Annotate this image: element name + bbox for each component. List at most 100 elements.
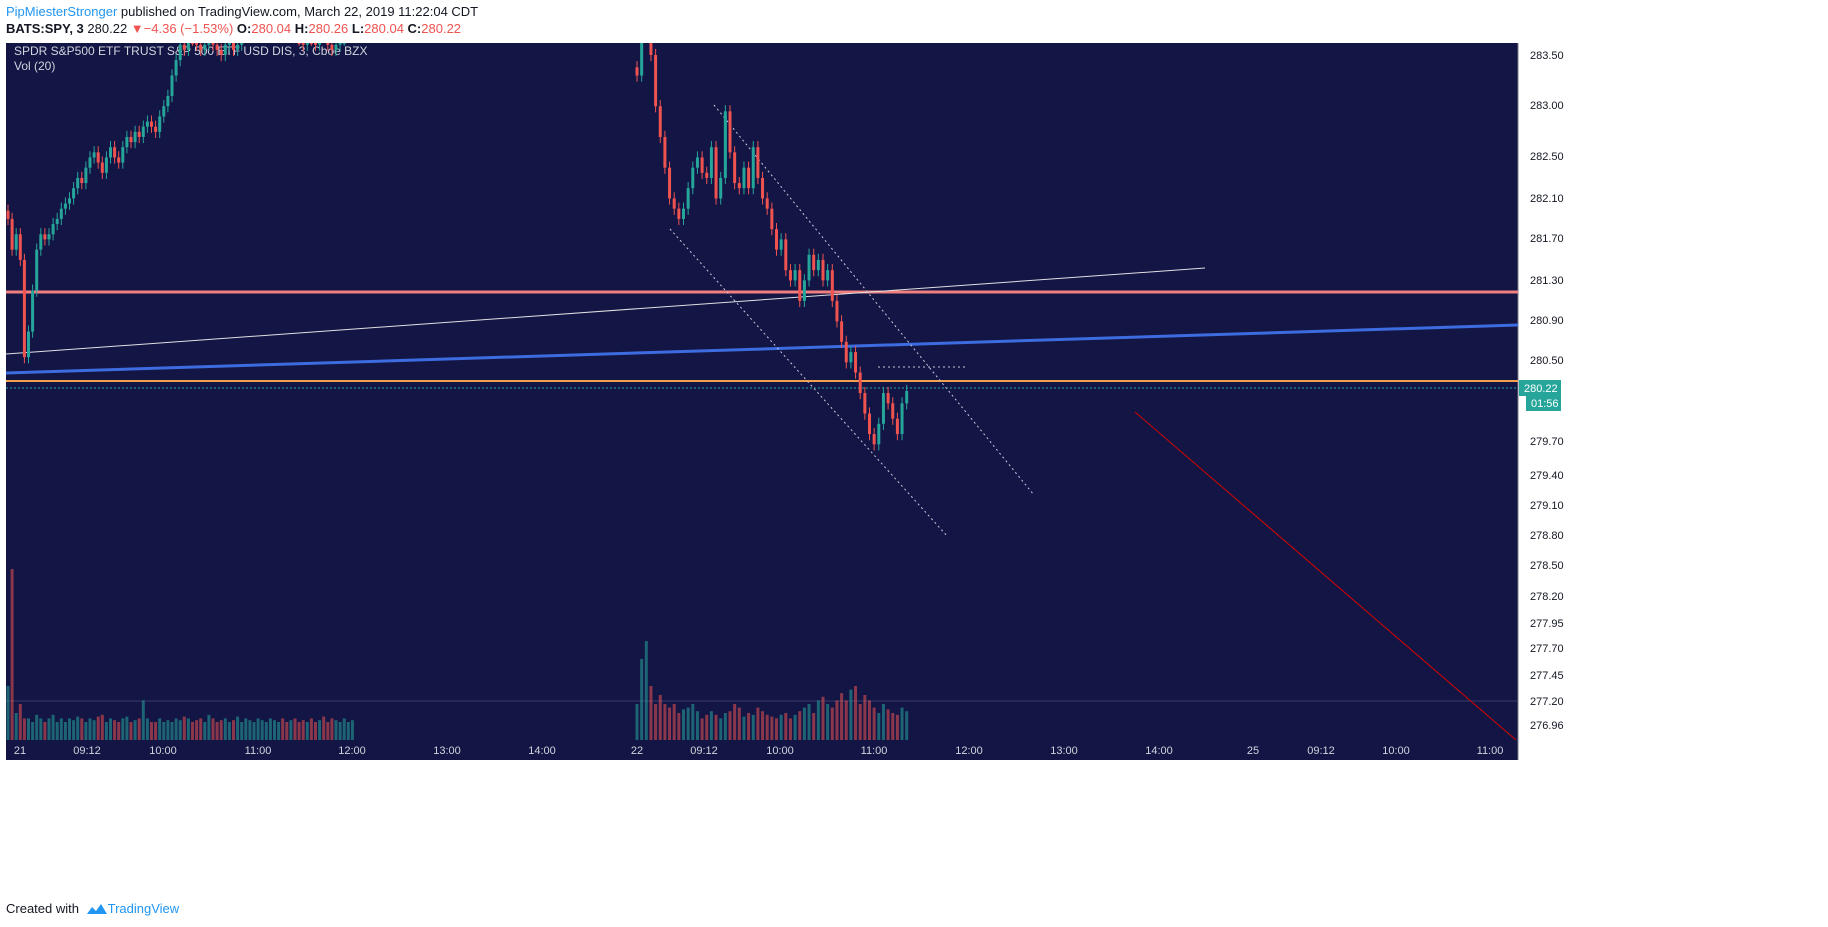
candle-body [47, 234, 51, 240]
candle-body [72, 188, 76, 199]
volume-bar [268, 718, 272, 740]
volume-bar [835, 700, 839, 740]
candle-body [174, 60, 178, 76]
candle-body [14, 234, 18, 250]
y-tick-label: 283.50 [1530, 50, 1564, 62]
volume-bar [55, 722, 59, 740]
volume-bar [211, 718, 215, 740]
candle-body [723, 111, 727, 178]
candle-body [742, 167, 746, 189]
volume-bar [663, 704, 667, 740]
candle-body [10, 218, 14, 250]
volume-bar [248, 720, 252, 740]
x-tick-label: 22 [631, 745, 643, 757]
y-tick-label: 283.00 [1530, 100, 1564, 112]
y-tick-label: 279.40 [1530, 470, 1564, 482]
volume-bar [868, 700, 871, 740]
volume-bar [886, 709, 890, 740]
candle-body [31, 290, 35, 332]
publish-line: PipMiesterStronger published on TradingV… [6, 4, 478, 19]
volume-bar [154, 722, 158, 740]
price-chart[interactable]: SPDR S&P500 ETF TRUST S&P 500 ETF USD DI… [0, 43, 1828, 890]
volume-bar [129, 722, 133, 740]
volume-bar [76, 716, 80, 740]
candle-body [751, 147, 755, 189]
change-arrow-icon: ▼ [130, 21, 144, 36]
candle-body [816, 259, 820, 271]
candle-body [125, 136, 129, 148]
candle-body [195, 43, 199, 45]
candle-body [18, 234, 22, 260]
volume-bar [895, 714, 899, 740]
candle-body [338, 43, 342, 45]
published-text: published on TradingView.com, March 22, … [117, 4, 479, 19]
volume-bar [751, 714, 755, 740]
volume-bar [174, 718, 178, 740]
volume-bar [10, 569, 14, 740]
candle-body [649, 43, 653, 55]
candle-body [868, 413, 871, 435]
y-tick-label: 280.90 [1530, 315, 1564, 327]
candle-body [844, 341, 848, 363]
candle-body [640, 43, 644, 76]
candle-body [326, 43, 330, 45]
volume-bar [264, 722, 268, 740]
volume-bar [905, 711, 909, 740]
candle-body [635, 67, 639, 76]
volume-bar [51, 714, 55, 740]
x-tick-label: 11:00 [861, 745, 888, 757]
volume-bar [672, 704, 676, 740]
created-with: Created with [6, 901, 79, 916]
volume-bar [826, 704, 830, 740]
candle-body [342, 43, 346, 44]
volume-bar [84, 722, 88, 740]
x-tick-label: 11:00 [245, 745, 272, 757]
volume-bar [252, 722, 256, 740]
candle-body [227, 43, 231, 45]
candle-body [798, 270, 802, 301]
candle-body [63, 203, 67, 209]
volume-bar [158, 718, 162, 740]
candle-body [835, 300, 839, 322]
y-tick-label: 281.30 [1530, 275, 1564, 287]
volume-bar [830, 707, 834, 740]
volume-bar [719, 718, 723, 740]
volume-bar [770, 716, 774, 740]
candle-body [747, 167, 751, 189]
volume-bar [219, 720, 223, 740]
volume-bar [133, 720, 137, 740]
volume-bar [104, 722, 108, 740]
x-tick-label: 10:00 [149, 745, 177, 757]
price-axis [1518, 43, 1828, 760]
candle-body [51, 224, 55, 235]
volume-bar [821, 696, 825, 740]
volume-bar [125, 716, 129, 740]
candle-body [59, 208, 63, 219]
volume-bar [877, 713, 881, 740]
volume-bar [244, 718, 248, 740]
volume-bar [326, 722, 330, 740]
candle-body [705, 172, 709, 178]
y-tick-label: 277.45 [1530, 670, 1564, 682]
volume-bar [840, 693, 844, 740]
time-axis [6, 740, 1518, 760]
tradingview-link[interactable]: TradingView [107, 901, 180, 916]
volume-bar [281, 718, 285, 740]
x-tick-label: 21 [14, 745, 26, 757]
y-tick-label: 279.70 [1530, 436, 1564, 448]
volume-bar [260, 720, 264, 740]
candle-body [700, 157, 704, 173]
volume-bar [900, 707, 904, 740]
volume-bar [686, 707, 690, 740]
volume-bar [677, 713, 681, 740]
author-link[interactable]: PipMiesterStronger [6, 4, 118, 19]
candle-body [802, 280, 806, 301]
volume-bar [695, 711, 699, 740]
candle-body [330, 44, 334, 50]
volume-bar [346, 722, 350, 740]
volume-bar [63, 722, 67, 740]
candle-body [170, 75, 174, 96]
x-tick-label: 12:00 [338, 745, 366, 757]
candle-body [686, 188, 690, 209]
candle-body [695, 157, 699, 168]
